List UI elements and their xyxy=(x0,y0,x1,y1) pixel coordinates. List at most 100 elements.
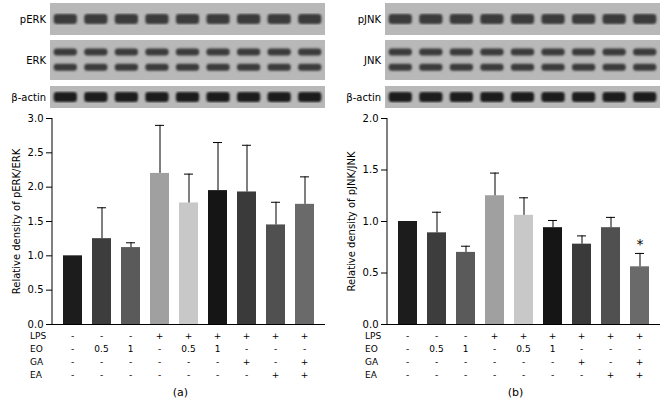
svg-text:+: + xyxy=(301,370,309,380)
svg-text:-: - xyxy=(129,357,132,367)
svg-text:Relative density of pERK/ERK: Relative density of pERK/ERK xyxy=(11,148,22,294)
svg-text:0.5: 0.5 xyxy=(516,344,530,354)
svg-text:-: - xyxy=(245,370,248,380)
svg-text:-: - xyxy=(303,344,306,354)
svg-text:EA: EA xyxy=(365,370,378,380)
svg-text:3.0: 3.0 xyxy=(28,113,44,124)
svg-text:-: - xyxy=(100,331,103,341)
svg-text:-: - xyxy=(71,370,74,380)
svg-text:0.5: 0.5 xyxy=(181,344,195,354)
svg-text:pJNK: pJNK xyxy=(358,14,382,25)
svg-text:-: - xyxy=(580,344,583,354)
svg-text:-: - xyxy=(464,370,467,380)
svg-text:+: + xyxy=(243,331,251,341)
svg-text:+: + xyxy=(185,331,193,341)
svg-text:0.5: 0.5 xyxy=(429,344,443,354)
svg-text:JNK: JNK xyxy=(363,55,381,66)
svg-text:-: - xyxy=(274,357,277,367)
svg-text:+: + xyxy=(243,357,251,367)
svg-text:0.0: 0.0 xyxy=(28,319,44,330)
svg-text:-: - xyxy=(609,357,612,367)
svg-text:1.5: 1.5 xyxy=(363,164,379,175)
svg-text:-: - xyxy=(493,357,496,367)
svg-text:+: + xyxy=(578,357,586,367)
svg-text:-: - xyxy=(551,370,554,380)
svg-text:2.0: 2.0 xyxy=(28,181,44,192)
svg-text:-: - xyxy=(274,344,277,354)
svg-text:+: + xyxy=(549,331,557,341)
svg-text:-: - xyxy=(406,370,409,380)
svg-text:+: + xyxy=(607,331,615,341)
svg-text:β-actin: β-actin xyxy=(346,92,381,103)
svg-text:-: - xyxy=(406,344,409,354)
svg-text:EO: EO xyxy=(30,344,43,354)
svg-text:2.5: 2.5 xyxy=(28,147,44,158)
svg-text:+: + xyxy=(214,331,222,341)
svg-text:+: + xyxy=(636,357,644,367)
svg-text:+: + xyxy=(578,331,586,341)
svg-text:+: + xyxy=(607,370,615,380)
svg-text:-: - xyxy=(100,370,103,380)
svg-text:-: - xyxy=(435,357,438,367)
svg-text:Relative density of pJNK/JNK: Relative density of pJNK/JNK xyxy=(346,151,357,291)
svg-text:+: + xyxy=(636,331,644,341)
svg-text:-: - xyxy=(216,370,219,380)
svg-text:-: - xyxy=(464,357,467,367)
svg-text:-: - xyxy=(406,331,409,341)
svg-text:1.0: 1.0 xyxy=(363,216,379,227)
svg-text:GA: GA xyxy=(365,357,379,367)
svg-text:-: - xyxy=(406,357,409,367)
svg-text:+: + xyxy=(272,331,280,341)
svg-text:1: 1 xyxy=(128,344,134,354)
svg-text:ERK: ERK xyxy=(26,55,46,66)
svg-text:-: - xyxy=(187,357,190,367)
svg-text:+: + xyxy=(491,331,499,341)
svg-text:2.0: 2.0 xyxy=(363,113,379,124)
svg-text:pERK: pERK xyxy=(20,14,47,25)
svg-text:+: + xyxy=(520,331,528,341)
svg-text:-: - xyxy=(158,370,161,380)
svg-text:-: - xyxy=(464,331,467,341)
svg-text:-: - xyxy=(493,344,496,354)
svg-text:-: - xyxy=(493,370,496,380)
svg-text:-: - xyxy=(71,357,74,367)
svg-text:LPS: LPS xyxy=(30,331,46,341)
svg-text:1: 1 xyxy=(550,344,556,354)
svg-text:-: - xyxy=(245,344,248,354)
svg-text:1.0: 1.0 xyxy=(28,250,44,261)
svg-text:+: + xyxy=(301,331,309,341)
svg-text:1: 1 xyxy=(463,344,469,354)
svg-text:-: - xyxy=(71,331,74,341)
svg-text:-: - xyxy=(580,370,583,380)
svg-text:-: - xyxy=(187,370,190,380)
svg-text:0.5: 0.5 xyxy=(363,267,379,278)
svg-text:1.5: 1.5 xyxy=(28,216,44,227)
svg-text:+: + xyxy=(156,331,164,341)
svg-text:-: - xyxy=(522,370,525,380)
svg-text:-: - xyxy=(522,357,525,367)
svg-text:-: - xyxy=(129,331,132,341)
svg-text:-: - xyxy=(129,370,132,380)
svg-text:+: + xyxy=(636,370,644,380)
svg-text:-: - xyxy=(609,344,612,354)
svg-text:EO: EO xyxy=(365,344,378,354)
svg-text:0.5: 0.5 xyxy=(94,344,108,354)
svg-text:-: - xyxy=(216,357,219,367)
svg-text:-: - xyxy=(71,344,74,354)
svg-text:0.0: 0.0 xyxy=(363,319,379,330)
svg-text:LPS: LPS xyxy=(365,331,381,341)
svg-text:-: - xyxy=(435,370,438,380)
svg-text:-: - xyxy=(551,357,554,367)
svg-text:-: - xyxy=(435,331,438,341)
svg-text:-: - xyxy=(158,357,161,367)
svg-text:β-actin: β-actin xyxy=(11,92,46,103)
svg-text:0.5: 0.5 xyxy=(28,284,44,295)
svg-text:-: - xyxy=(158,344,161,354)
svg-text:+: + xyxy=(301,357,309,367)
svg-text:GA: GA xyxy=(30,357,44,367)
svg-text:EA: EA xyxy=(30,370,43,380)
svg-text:+: + xyxy=(272,370,280,380)
svg-text:1: 1 xyxy=(215,344,221,354)
svg-text:*: * xyxy=(637,236,644,252)
svg-text:-: - xyxy=(638,344,641,354)
